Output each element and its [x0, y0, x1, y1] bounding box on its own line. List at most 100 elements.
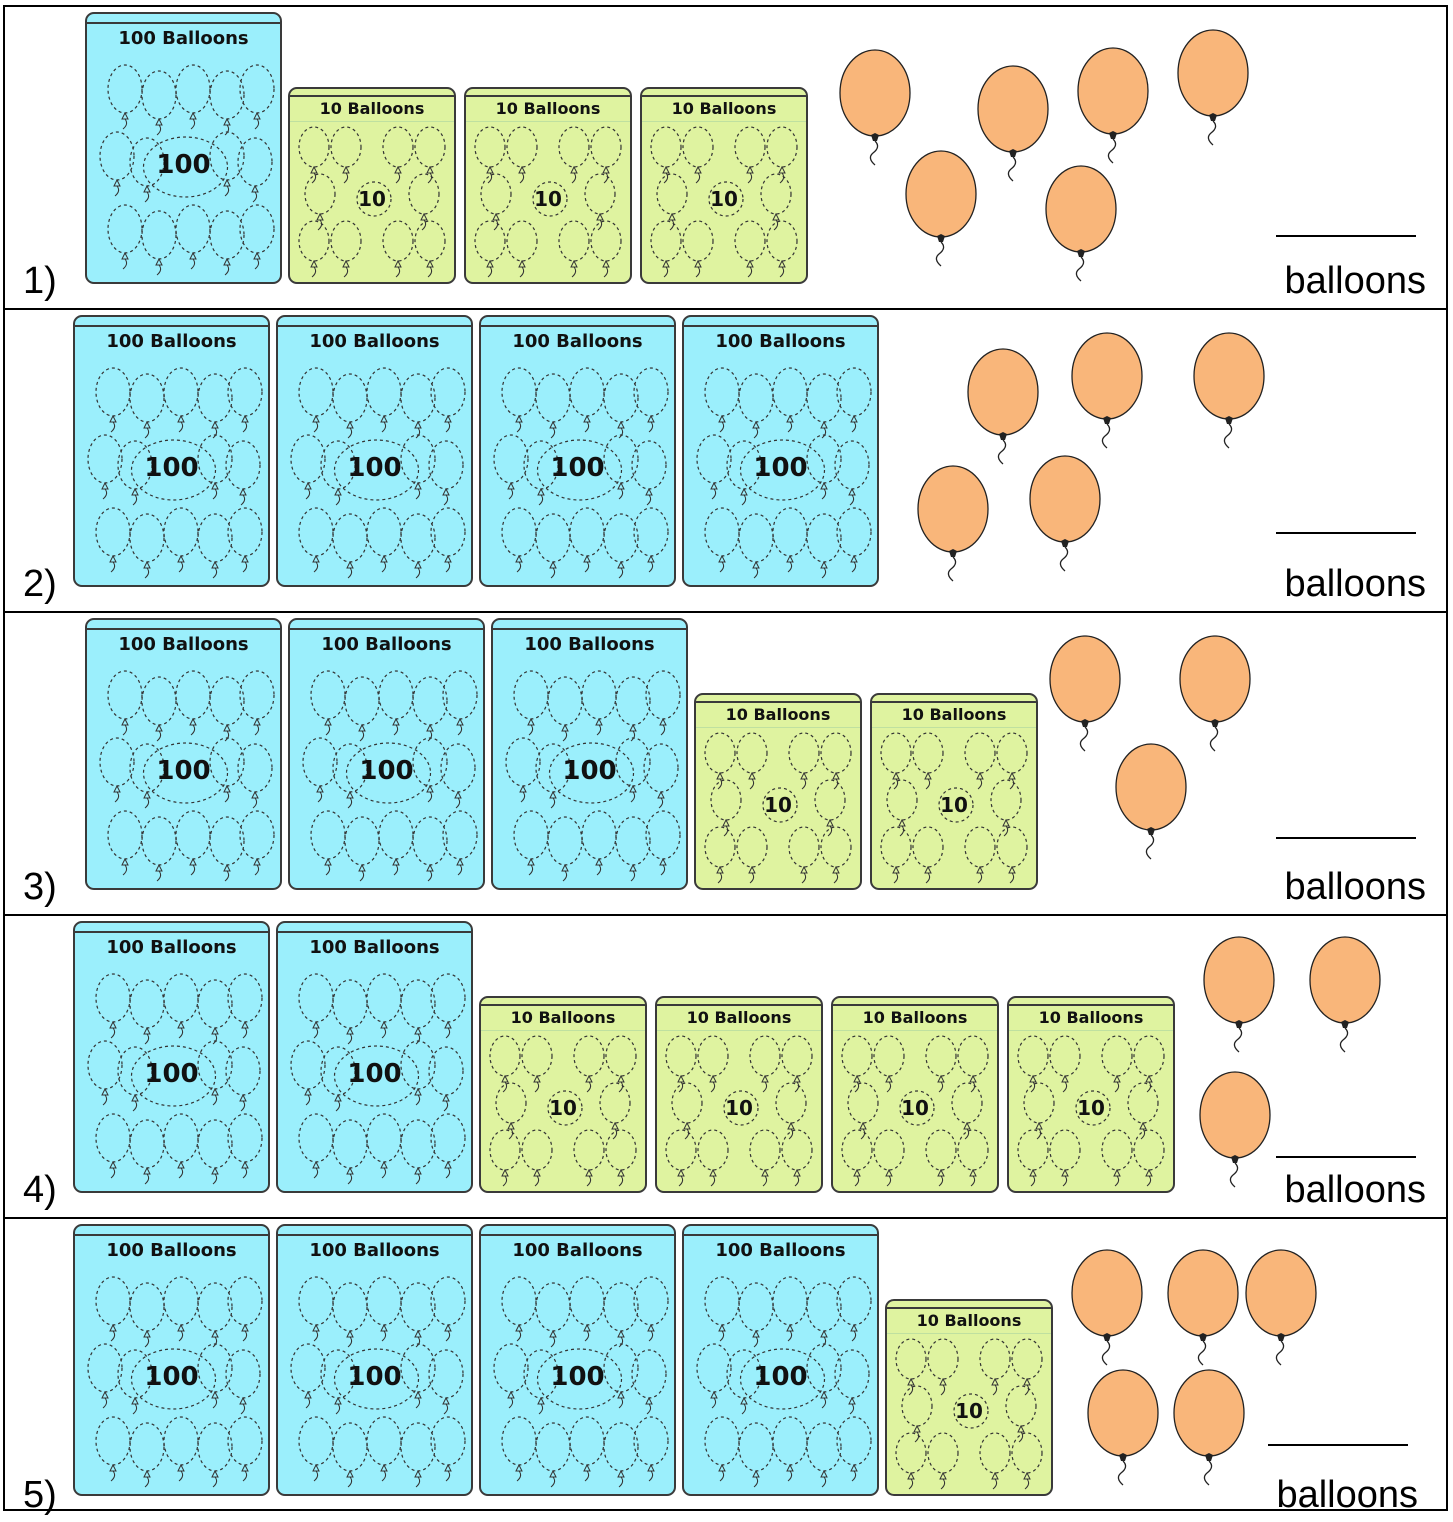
dashed-balloons-icon: [298, 126, 446, 278]
pack-title-divider: [1009, 1030, 1173, 1031]
dashed-balloons-icon: [87, 1276, 263, 1488]
answer-blank[interactable]: [1276, 235, 1416, 237]
answer-blank[interactable]: [1276, 1156, 1416, 1158]
worksheet: 100 Balloons 100 10 Balloons 10 10 Balloons 1…: [3, 5, 1448, 1514]
balloon-icon: [1173, 1369, 1245, 1486]
ten-value-label: 10: [955, 1399, 983, 1423]
dashed-balloons-icon: [290, 973, 466, 1185]
answer-blank[interactable]: [1276, 837, 1416, 839]
pack-title-divider: [833, 1030, 997, 1031]
dashed-balloons-icon: [1017, 1035, 1165, 1187]
hundred-value-label: 100: [347, 1362, 402, 1392]
balloon-icon: [977, 65, 1049, 182]
pack-title: 100 Balloons: [106, 937, 237, 958]
hundred-balloon-pack: 100 Balloons 100: [73, 921, 270, 1193]
problem-row: 100 Balloons 100 100 Balloons 100 100 Balloo…: [5, 613, 1446, 916]
pack-title-divider: [290, 121, 454, 122]
ten-value-label: 10: [710, 187, 738, 211]
pack-title: 10 Balloons: [725, 705, 831, 724]
problem-number: 3): [23, 866, 57, 908]
problem-row: 100 Balloons 100 100 Balloons 100 100 Balloo…: [5, 310, 1446, 613]
dashed-balloons-icon: [665, 1035, 813, 1187]
dashed-balloons-icon: [880, 732, 1028, 884]
pack-lid-line: [684, 325, 877, 327]
ten-balloon-pack: 10 Balloons 10: [464, 87, 632, 284]
pack-title: 100 Balloons: [524, 634, 655, 655]
pack-title-divider: [657, 1030, 821, 1031]
hundred-balloon-pack: 100 Balloons 100: [682, 1224, 879, 1496]
pack-title: 10 Balloons: [671, 99, 777, 118]
ten-value-label: 10: [1077, 1096, 1105, 1120]
ten-value-label: 10: [534, 187, 562, 211]
hundred-value-label: 100: [753, 453, 808, 483]
problem-row: 100 Balloons 100 100 Balloons 100 10 Balloon…: [5, 916, 1446, 1219]
answer-blank[interactable]: [1268, 1444, 1408, 1446]
problem-number: 2): [23, 563, 57, 605]
balloon-icon: [1245, 1249, 1317, 1366]
hundred-balloon-pack: 100 Balloons 100: [276, 315, 473, 587]
dashed-balloons-icon: [290, 367, 466, 579]
unit-word: balloons: [1284, 1169, 1426, 1211]
balloon-icon: [1029, 455, 1101, 572]
dashed-balloons-icon: [493, 1276, 669, 1488]
hundred-value-label: 100: [144, 1362, 199, 1392]
dashed-balloons-icon: [302, 670, 478, 882]
ten-value-label: 10: [358, 187, 386, 211]
ten-value-label: 10: [940, 793, 968, 817]
unit-word: balloons: [1284, 866, 1426, 908]
pack-lid-line: [872, 701, 1036, 703]
balloon-icon: [1193, 332, 1265, 449]
balloon-icon: [1203, 936, 1275, 1053]
pack-title: 100 Balloons: [106, 331, 237, 352]
ten-value-label: 10: [901, 1096, 929, 1120]
pack-lid-line: [833, 1004, 997, 1006]
pack-lid-line: [481, 325, 674, 327]
pack-lid-line: [75, 931, 268, 933]
pack-title: 100 Balloons: [715, 1240, 846, 1261]
ten-balloon-pack: 10 Balloons 10: [694, 693, 862, 890]
dashed-balloons-icon: [474, 126, 622, 278]
pack-lid-line: [481, 1234, 674, 1236]
pack-lid-line: [466, 95, 630, 97]
answer-blank[interactable]: [1276, 532, 1416, 534]
ten-value-label: 10: [764, 793, 792, 817]
pack-title: 100 Balloons: [106, 1240, 237, 1261]
pack-title: 100 Balloons: [309, 331, 440, 352]
pack-title-divider: [642, 121, 806, 122]
balloon-icon: [1115, 743, 1187, 860]
balloon-icon: [1179, 635, 1251, 752]
dashed-balloons-icon: [841, 1035, 989, 1187]
dashed-balloons-icon: [99, 64, 275, 276]
ten-balloon-pack: 10 Balloons 10: [640, 87, 808, 284]
pack-title-divider: [872, 727, 1036, 728]
balloon-icon: [1177, 29, 1249, 146]
pack-lid-line: [75, 325, 268, 327]
balloon-icon: [1167, 1249, 1239, 1366]
hundred-balloon-pack: 100 Balloons 100: [682, 315, 879, 587]
ten-value-label: 10: [549, 1096, 577, 1120]
hundred-balloon-pack: 100 Balloons 100: [491, 618, 688, 890]
balloon-icon: [1071, 332, 1143, 449]
ten-balloon-pack: 10 Balloons 10: [1007, 996, 1175, 1193]
hundred-value-label: 100: [144, 453, 199, 483]
dashed-balloons-icon: [489, 1035, 637, 1187]
ten-balloon-pack: 10 Balloons 10: [870, 693, 1038, 890]
pack-lid-line: [278, 1234, 471, 1236]
dashed-balloons-icon: [505, 670, 681, 882]
balloon-icon: [1045, 165, 1117, 282]
pack-lid-line: [1009, 1004, 1173, 1006]
pack-lid-line: [493, 628, 686, 630]
dashed-balloons-icon: [99, 670, 275, 882]
pack-title: 10 Balloons: [319, 99, 425, 118]
problem-number: 1): [23, 260, 57, 302]
ten-balloon-pack: 10 Balloons 10: [655, 996, 823, 1193]
balloon-icon: [1087, 1369, 1159, 1486]
hundred-value-label: 100: [156, 150, 211, 180]
hundred-balloon-pack: 100 Balloons 100: [479, 315, 676, 587]
ten-value-label: 10: [725, 1096, 753, 1120]
pack-lid-line: [290, 628, 483, 630]
dashed-balloons-icon: [290, 1276, 466, 1488]
hundred-balloon-pack: 100 Balloons 100: [479, 1224, 676, 1496]
hundred-balloon-pack: 100 Balloons 100: [288, 618, 485, 890]
hundred-balloon-pack: 100 Balloons 100: [85, 12, 282, 284]
